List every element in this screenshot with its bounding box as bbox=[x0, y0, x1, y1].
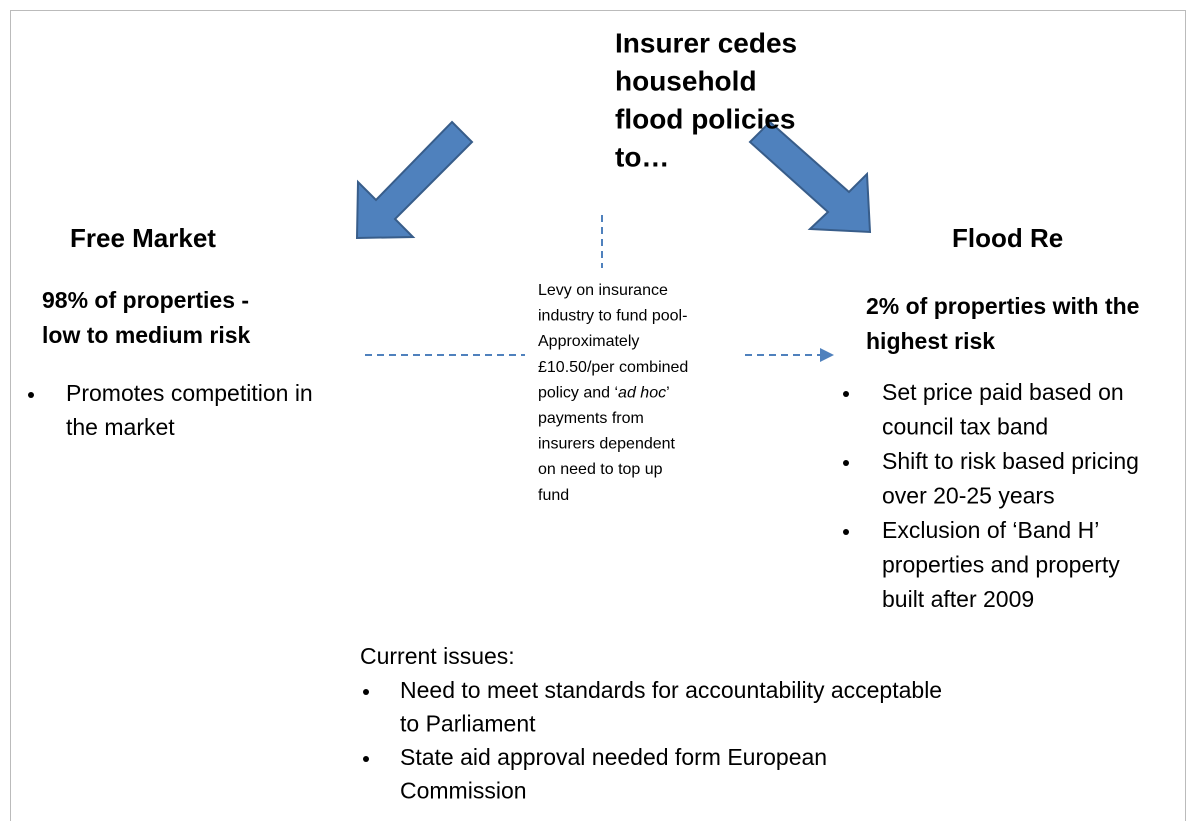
bullet-text: Set price paid based on bbox=[882, 379, 1124, 405]
levy-text: industry to fund pool- bbox=[538, 308, 687, 325]
bullet-text: Commission bbox=[400, 778, 527, 804]
levy-text-part: insurers dependent bbox=[538, 436, 676, 453]
levy-text-part: ’ bbox=[666, 385, 670, 402]
levy-text-part: fund bbox=[538, 487, 569, 504]
frame bbox=[10, 10, 1186, 821]
title: Insurer cedes bbox=[615, 27, 797, 58]
bullet-text: to Parliament bbox=[400, 711, 536, 737]
bullet-text: over 20-25 years bbox=[882, 483, 1055, 509]
bullet bbox=[363, 689, 369, 695]
levy-text-part: industry to fund pool- bbox=[538, 308, 687, 325]
bullet-text: Shift to risk based pricing bbox=[882, 448, 1139, 474]
bullet-text: Exclusion of ‘Band H’ bbox=[882, 517, 1099, 543]
bullet bbox=[843, 460, 849, 466]
heading: Flood Re bbox=[952, 223, 1063, 253]
bullet bbox=[843, 529, 849, 535]
levy-text: on need to top up bbox=[538, 461, 663, 478]
levy-text-part: payments from bbox=[538, 410, 644, 427]
levy-text: Levy on insurance bbox=[538, 282, 668, 299]
bullet-text: State aid approval needed form European bbox=[400, 744, 827, 770]
levy-text: Approximately bbox=[538, 333, 639, 350]
levy-text: payments from bbox=[538, 410, 644, 427]
bullet bbox=[363, 756, 369, 762]
levy-text: insurers dependent bbox=[538, 436, 676, 453]
levy-text-part: Levy on insurance bbox=[538, 282, 668, 299]
heading: Current issues: bbox=[360, 643, 515, 669]
arrow-right bbox=[748, 120, 872, 234]
subheading: low to medium risk bbox=[42, 322, 251, 348]
levy-text: policy and ‘ad hoc’ bbox=[538, 385, 670, 402]
bullet bbox=[843, 391, 849, 397]
levy-text-part: ad hoc bbox=[618, 385, 666, 402]
levy-text-part: Approximately bbox=[538, 333, 639, 350]
bullet-text: the market bbox=[66, 414, 175, 440]
bullet-text: Promotes competition in bbox=[66, 380, 313, 406]
bullet-text: built after 2009 bbox=[882, 586, 1034, 612]
bullet-text: Need to meet standards for accountabilit… bbox=[400, 677, 942, 703]
bullet-text: council tax band bbox=[882, 414, 1048, 440]
levy-text-part: £10.50/per combined bbox=[538, 359, 688, 376]
subheading: 98% of properties - bbox=[42, 287, 249, 313]
subheading: highest risk bbox=[866, 328, 995, 354]
levy-text: fund bbox=[538, 487, 569, 504]
arrow-head bbox=[820, 348, 834, 362]
title: to… bbox=[615, 141, 669, 172]
bullet-text: properties and property bbox=[882, 552, 1120, 578]
levy-text: £10.50/per combined bbox=[538, 359, 688, 376]
heading: Free Market bbox=[70, 223, 216, 253]
arrow-left bbox=[355, 120, 474, 240]
title: flood policies bbox=[615, 103, 795, 134]
levy-text-part: policy and ‘ bbox=[538, 385, 618, 402]
levy-text-part: on need to top up bbox=[538, 461, 663, 478]
title: household bbox=[615, 65, 757, 96]
bullet bbox=[28, 392, 34, 398]
subheading: 2% of properties with the bbox=[866, 293, 1139, 319]
